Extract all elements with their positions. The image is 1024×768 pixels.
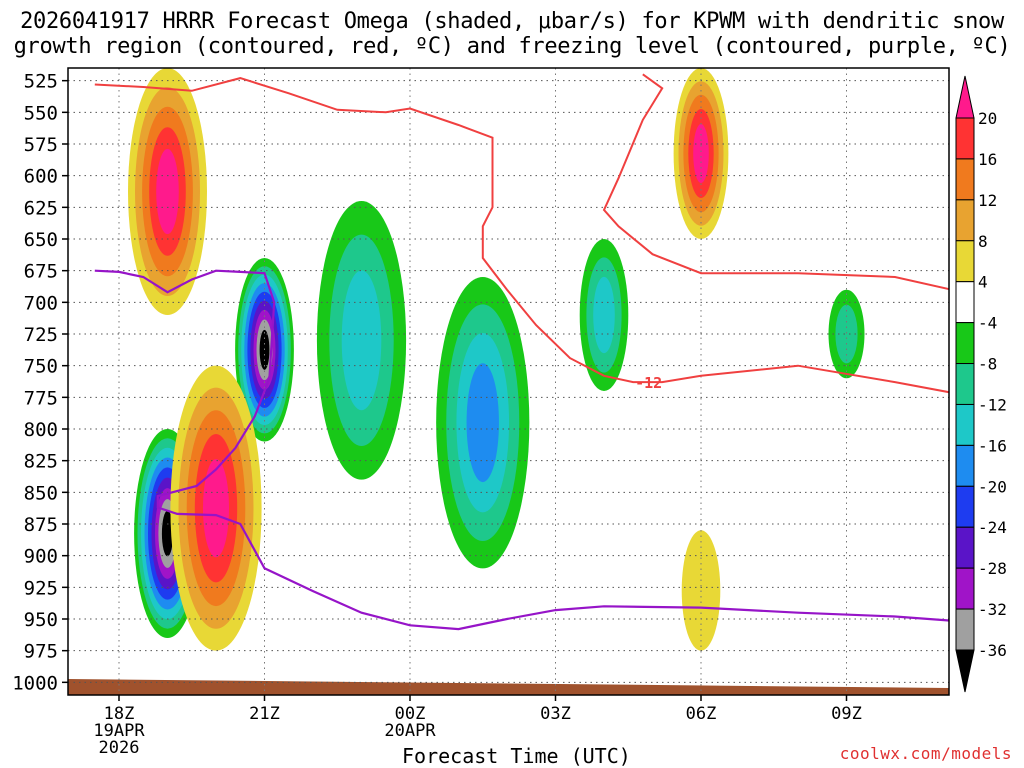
colorbar-label--8: -8 [978, 355, 997, 374]
y-tick-label-700: 700 [24, 292, 58, 314]
x-tick-label-6-1: 20APR [384, 721, 436, 741]
colorbar-label-16: 16 [978, 150, 997, 169]
colorbar-segment--28 [955, 526, 975, 569]
plot-frame [67, 67, 950, 696]
y-tick-label-675: 675 [24, 261, 58, 283]
y-tick-label-925: 925 [24, 577, 58, 599]
chart-title-line-2: growth region (contoured, red, ºC) and f… [13, 34, 1011, 59]
colorbar-label--32: -32 [978, 600, 1007, 619]
colorbar-label--36: -36 [978, 641, 1007, 660]
omega-band-upper-descent-column-22 [156, 148, 179, 235]
colorbar-segment-8 [955, 199, 975, 242]
dendritic-contour--18 [602, 73, 949, 291]
colorbar-bottom-arrow [955, 649, 975, 693]
colorbar-segment--24 [955, 485, 975, 528]
contour-label: -12 [635, 374, 662, 392]
omega-band-dendritic-zone-strong-ascent--38 [161, 510, 174, 557]
colorbar-segment--12 [955, 363, 975, 405]
colorbar-segment--8 [955, 322, 975, 365]
y-tick-label-600: 600 [24, 166, 58, 188]
y-tick-label-850: 850 [24, 482, 58, 504]
omega-band-low-level-descent-20z-22 [203, 459, 229, 558]
omega-band-upper-descent-6z-22 [693, 124, 709, 183]
x-tick-label-0-2: 2026 [99, 738, 140, 758]
freezing-level-contour-0 [94, 269, 949, 631]
colorbar-label--16: -16 [978, 436, 1007, 455]
chart-title-line-1: 2026041917 HRRR Forecast Omega (shaded, … [20, 9, 1004, 34]
colorbar-legend: 20 16 12 8 4 -4 -8 -12 -16 -20 -24 -28 -32 -36 [955, 75, 1007, 693]
x-tick-label-9-0: 03Z [540, 704, 571, 724]
y-axis: 525 550 575 600 625 650 675 700 725 750 775 800 825 8… [12, 71, 68, 694]
colorbar-label-12: 12 [978, 191, 997, 210]
y-tick-label-525: 525 [24, 71, 58, 93]
colorbar-segment--20 [955, 444, 975, 487]
terrain-ground [68, 679, 949, 695]
x-tick-label-6-0: 00Z [395, 704, 426, 724]
x-tick-label-0-1: 19APR [93, 721, 145, 741]
colorbar-label--20: -20 [978, 477, 1007, 496]
y-tick-label-775: 775 [24, 387, 58, 409]
omega-band-ascent-cell-15z--10 [835, 304, 858, 364]
x-tick-label-12-0: 06Z [686, 704, 717, 724]
site-credit[interactable]: coolwx.com/models [839, 744, 1012, 763]
y-tick-label-625: 625 [24, 197, 58, 219]
y-tick-label-1000: 1000 [12, 672, 58, 694]
colorbar-segment-12 [955, 158, 975, 201]
colorbar-label-20: 20 [978, 109, 997, 128]
omega-band-ascent-band-10z--14 [593, 276, 615, 354]
y-tick-label-550: 550 [24, 102, 58, 124]
x-tick-label-15-0: 09Z [831, 704, 862, 724]
y-tick-label-950: 950 [24, 609, 58, 631]
omega-band-ascent-band-7z--18 [466, 363, 499, 483]
colorbar-top-arrow [955, 75, 975, 119]
colorbar-label--28: -28 [978, 559, 1007, 578]
colorbar-label--4: -4 [978, 314, 997, 333]
y-tick-label-725: 725 [24, 324, 58, 346]
colorbar-label--24: -24 [978, 518, 1007, 537]
y-tick-label-575: 575 [24, 134, 58, 156]
omega-band-ascent-band-3z--14 [341, 270, 382, 411]
x-tick-label-3-0: 21Z [249, 704, 280, 724]
colorbar-label-8: 8 [978, 232, 988, 251]
dendritic-contour--12 [94, 77, 949, 394]
ground-surface [68, 679, 949, 695]
colorbar-segment--36 [955, 608, 975, 651]
y-tick-label-800: 800 [24, 419, 58, 441]
x-tick-label-0-0: 18Z [104, 704, 135, 724]
colorbar-segment--32 [955, 567, 975, 610]
y-tick-label-975: 975 [24, 641, 58, 663]
omega-shading [128, 68, 865, 651]
contours: -12 [94, 73, 949, 631]
x-axis-label: Forecast Time (UTC) [402, 744, 631, 768]
y-tick-label-900: 900 [24, 546, 58, 568]
colorbar-label-4: 4 [978, 273, 988, 292]
colorbar-segment-4 [955, 240, 975, 283]
colorbar-segment-16 [955, 117, 975, 160]
colorbar-segment--4 [955, 281, 975, 324]
colorbar-segment--16 [955, 403, 975, 446]
y-tick-label-875: 875 [24, 514, 58, 536]
y-tick-label-825: 825 [24, 451, 58, 473]
grid-lines [68, 68, 949, 695]
y-tick-label-650: 650 [24, 229, 58, 251]
y-tick-label-750: 750 [24, 356, 58, 378]
colorbar-label--12: -12 [978, 395, 1007, 414]
